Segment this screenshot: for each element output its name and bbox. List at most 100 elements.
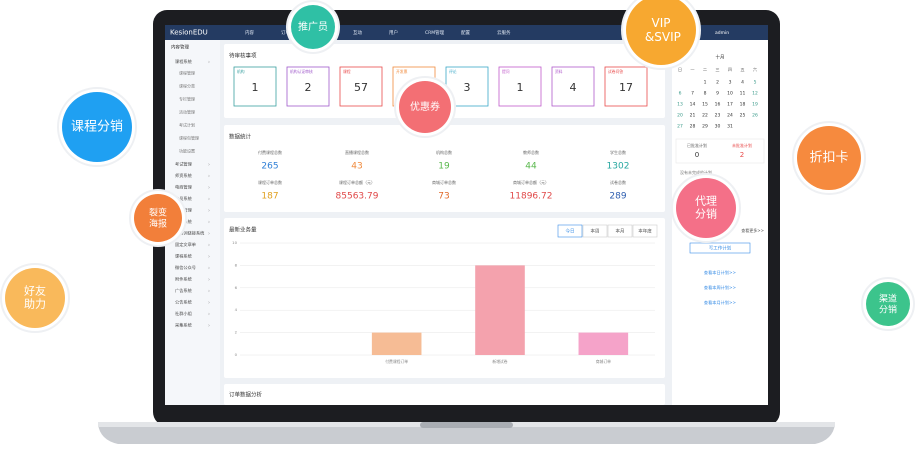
bubble[interactable] — [62, 92, 132, 162]
bubble-label[interactable]: 好友助力 — [24, 283, 46, 310]
user-name[interactable]: admin — [715, 30, 729, 36]
sidebar-subitem[interactable]: 活动管理 — [179, 109, 195, 115]
calendar-day[interactable]: 8 — [704, 91, 707, 97]
bubble[interactable] — [399, 81, 451, 133]
plan-link[interactable]: 查看本周计划>> — [704, 284, 737, 291]
calendar-day[interactable]: 27 — [677, 124, 683, 130]
calendar-day[interactable]: 29 — [702, 124, 708, 130]
sidebar-item[interactable]: 社群小组 — [175, 310, 192, 317]
calendar-day[interactable]: 1 — [704, 80, 707, 86]
bubble[interactable] — [866, 282, 910, 326]
sidebar-item[interactable]: 微信公众号 — [175, 264, 196, 271]
nav-item[interactable]: 内容 — [245, 29, 254, 36]
nav-item[interactable]: 云服务 — [497, 29, 511, 36]
sidebar-item[interactable]: 附件系统 — [175, 276, 192, 283]
bubble-label[interactable]: 裂变海报 — [149, 206, 167, 229]
tab-button[interactable] — [632, 224, 658, 238]
calendar-day[interactable]: 16 — [715, 102, 721, 108]
calendar-day[interactable]: 3 — [729, 80, 732, 86]
calendar-day[interactable]: 20 — [677, 113, 683, 119]
nav-item[interactable]: 配置 — [461, 30, 470, 36]
bubble[interactable] — [626, 0, 696, 65]
sidebar-subitem[interactable]: 专栏管理 — [179, 96, 195, 102]
pending-box[interactable] — [551, 66, 595, 107]
nav-item[interactable]: 订单 — [281, 29, 290, 36]
tab-button[interactable] — [607, 224, 633, 238]
plan-link[interactable]: 查看本月计划>> — [704, 299, 737, 306]
calendar-day[interactable]: 13 — [677, 102, 683, 108]
calendar-day[interactable]: 25 — [740, 113, 746, 119]
sidebar-item[interactable]: 公告系统 — [175, 299, 192, 306]
sidebar-subitem[interactable]: 考试计划 — [179, 122, 195, 128]
tab-button[interactable] — [557, 224, 583, 238]
calendar-day[interactable]: 23 — [715, 113, 721, 119]
calendar-day[interactable]: 19 — [752, 102, 758, 108]
sidebar-item[interactable]: 课程系统 — [175, 58, 192, 65]
sidebar-item[interactable]: 采集系统 — [175, 322, 192, 329]
calendar-day[interactable]: 30 — [715, 124, 721, 130]
sidebar-item[interactable]: 固定文章单 — [175, 241, 196, 248]
sidebar-subitem[interactable]: 课程管理 — [179, 70, 195, 76]
tab-label[interactable]: 本年度 — [638, 228, 652, 235]
pending-box[interactable] — [233, 66, 277, 107]
nav-item[interactable]: CRM管理 — [425, 29, 445, 36]
bubble[interactable] — [797, 126, 861, 190]
pending-box[interactable] — [339, 66, 383, 107]
sidebar-item[interactable]: 电商管理 — [175, 184, 193, 191]
tab-label[interactable]: 本月 — [616, 228, 625, 235]
bubble-label[interactable]: 课程分销 — [71, 120, 123, 135]
calendar-day[interactable]: 22 — [702, 113, 708, 119]
calendar-day[interactable]: 12 — [752, 91, 758, 97]
sidebar-item[interactable]: 关键词链接系统 — [175, 230, 204, 237]
pending-box[interactable] — [604, 66, 648, 107]
calendar-day[interactable]: 7 — [691, 91, 694, 97]
sidebar-item[interactable]: 考试管理 — [175, 161, 193, 168]
sidebar-item[interactable]: 会员系统 — [175, 195, 192, 202]
sidebar-item[interactable]: 师资系统 — [175, 172, 192, 179]
bubble[interactable] — [134, 194, 182, 242]
plan-link[interactable]: 查看本日计划>> — [704, 269, 737, 276]
stat-label: 试卷总数 — [610, 179, 626, 185]
sidebar-subitem[interactable]: 课程包管理 — [179, 135, 199, 141]
bubble-label[interactable]: 推广员 — [298, 20, 328, 33]
calendar-day[interactable]: 31 — [727, 124, 733, 130]
pending-box[interactable] — [498, 66, 542, 107]
bubble-label[interactable]: 代理分销 — [695, 194, 717, 220]
nav-item[interactable]: 用户 — [389, 29, 398, 36]
calendar-day[interactable]: 24 — [727, 113, 733, 119]
sidebar-item[interactable]: 广告系统 — [175, 287, 192, 294]
bubble-label[interactable]: 优惠券 — [410, 100, 440, 113]
write-button[interactable] — [689, 242, 751, 254]
chevron: › — [208, 162, 210, 168]
bubble-label[interactable]: VIP &SVIP — [641, 15, 681, 43]
calendar-day[interactable]: 28 — [690, 124, 696, 130]
tab-label[interactable]: 本周 — [591, 228, 600, 235]
bubble-label[interactable]: 渠道分销 — [879, 292, 897, 315]
write-label[interactable]: 写工作计划 — [709, 245, 732, 252]
plan-more[interactable]: 查看更多>> — [741, 227, 764, 233]
calendar-day[interactable]: 10 — [727, 91, 733, 97]
calendar-day[interactable]: 17 — [727, 102, 733, 108]
tab-label[interactable]: 今日 — [566, 228, 575, 235]
bubble[interactable] — [291, 5, 335, 49]
sidebar-subitem[interactable]: 功能设置 — [179, 148, 195, 154]
calendar-day[interactable]: 18 — [740, 102, 746, 108]
pending-box[interactable] — [286, 66, 330, 107]
calendar-day[interactable]: 15 — [702, 102, 708, 108]
sidebar-subitem[interactable]: 课程分类 — [179, 83, 195, 89]
calendar-day[interactable]: 4 — [741, 80, 744, 86]
bubble[interactable] — [676, 178, 736, 238]
sidebar-item[interactable]: 课程系统 — [175, 253, 192, 260]
calendar-day[interactable]: 9 — [716, 91, 719, 97]
calendar-day[interactable]: 2 — [716, 80, 719, 86]
calendar-day[interactable]: 5 — [754, 80, 757, 86]
calendar-day[interactable]: 14 — [690, 102, 696, 108]
bubble[interactable] — [5, 268, 65, 328]
calendar-day[interactable]: 11 — [740, 91, 746, 97]
calendar-day[interactable]: 21 — [690, 113, 696, 119]
calendar-day[interactable]: 26 — [752, 113, 758, 119]
calendar-day[interactable]: 6 — [679, 91, 682, 97]
nav-item[interactable]: 互动 — [353, 29, 362, 36]
tab-button[interactable] — [582, 224, 608, 238]
bubble-label[interactable]: 折扣卡 — [809, 151, 848, 166]
